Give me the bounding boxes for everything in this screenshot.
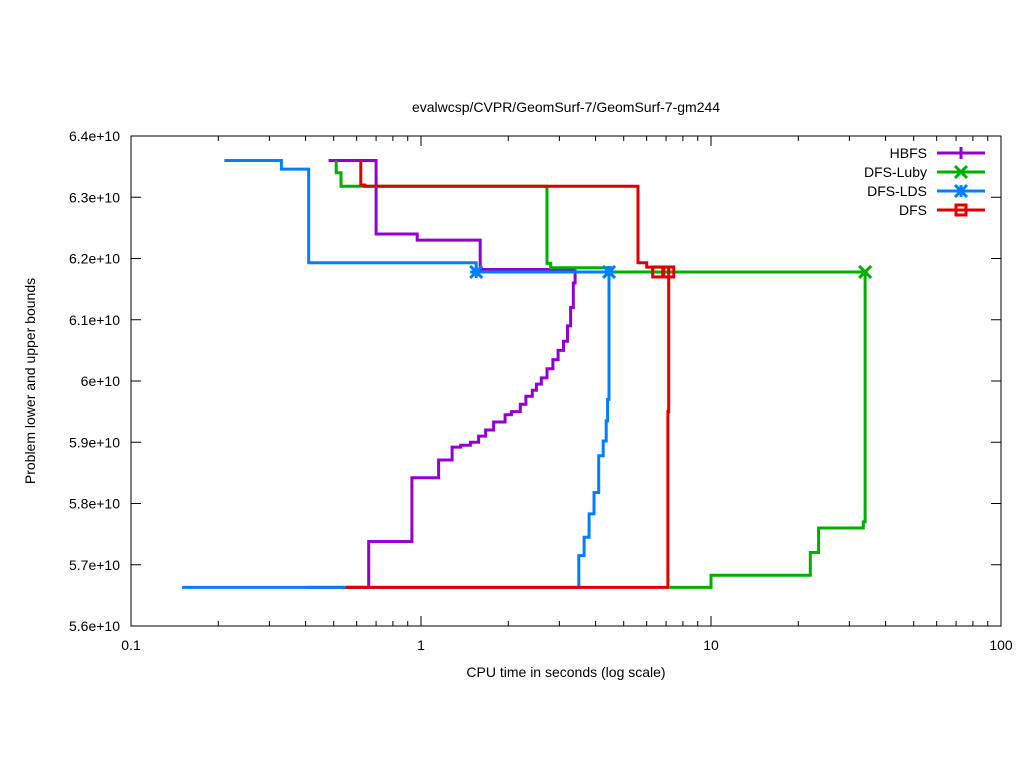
x-tick-label: 0.1 [121, 637, 141, 653]
legend-label: DFS-Luby [864, 164, 927, 180]
series-line-hbfs-lower [305, 269, 577, 589]
series-hbfs [305, 159, 577, 589]
series-line-dfs-luby-lower [669, 272, 867, 589]
series-dfs-lds [182, 159, 617, 589]
y-tick-label: 5.7e+10 [69, 557, 120, 573]
y-tick-label: 5.8e+10 [69, 496, 120, 512]
data-marker-dfs-lds [469, 264, 484, 280]
y-tick-label: 6.1e+10 [69, 312, 120, 328]
series-line-hbfs-upper [328, 159, 576, 271]
data-marker-dfs-lds [601, 264, 617, 280]
legend-item-dfs-luby: DFS-Luby [864, 164, 985, 180]
data-marker-dfs-luby [858, 264, 873, 280]
y-tick-label: 6e+10 [81, 373, 121, 389]
y-tick-label: 5.9e+10 [69, 434, 120, 450]
legend-item-dfs: DFS [899, 202, 985, 218]
series-line-dfs-lower [345, 272, 671, 589]
legend-marker-hbfs [955, 147, 967, 159]
series-line-dfs-lds-lower [182, 272, 611, 589]
data-marker-dfs [662, 265, 676, 279]
series-dfs [345, 160, 676, 589]
chart-legend: HBFS DFS-Luby DFS-LDS DFS [864, 145, 985, 218]
legend-label: DFS [899, 202, 927, 218]
x-axis-label: CPU time in seconds (log scale) [466, 664, 665, 680]
x-tick-labels: 0.1 1 10 100 [121, 637, 1013, 653]
plot-frame [130, 135, 1002, 627]
series-layer [182, 159, 873, 589]
legend-marker-dfs [954, 203, 968, 217]
axis-ticks [130, 135, 1002, 627]
x-tick-label: 1 [417, 637, 425, 653]
legend-marker-dfs-luby [953, 164, 969, 180]
y-axis-label: Problem lower and upper bounds [22, 278, 38, 484]
y-tick-label: 6.3e+10 [69, 189, 120, 205]
legend-marker-dfs-lds [953, 183, 969, 199]
y-tick-label: 6.2e+10 [69, 251, 120, 267]
y-tick-label: 5.6e+10 [69, 618, 120, 634]
legend-label: DFS-LDS [867, 183, 927, 199]
y-tick-label: 6.4e+10 [69, 128, 120, 144]
x-tick-label: 100 [989, 637, 1013, 653]
chart-title: evalwcsp/CVPR/GeomSurf-7/GeomSurf-7-gm24… [412, 99, 720, 115]
legend-item-dfs-lds: DFS-LDS [867, 183, 985, 199]
legend-label: HBFS [890, 145, 927, 161]
x-tick-label: 10 [703, 637, 719, 653]
legend-item-hbfs: HBFS [890, 145, 985, 161]
y-tick-labels: 5.6e+10 5.7e+10 5.8e+10 5.9e+10 6e+10 6.1e+10… [69, 128, 120, 634]
